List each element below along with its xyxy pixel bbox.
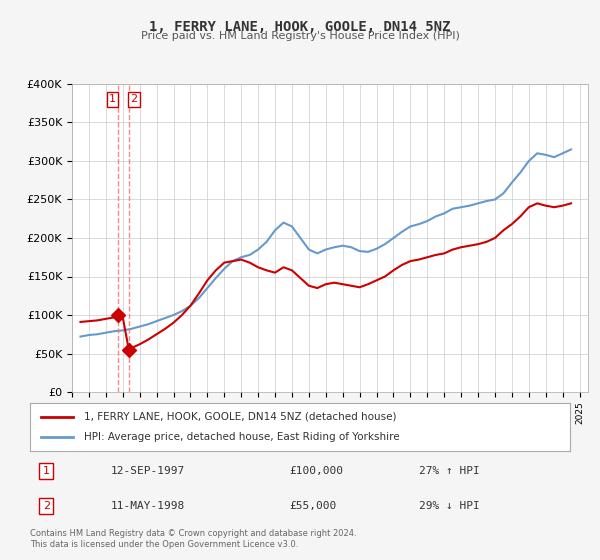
Text: 11-MAY-1998: 11-MAY-1998 xyxy=(111,501,185,511)
Text: Contains HM Land Registry data © Crown copyright and database right 2024.
This d: Contains HM Land Registry data © Crown c… xyxy=(30,529,356,549)
Text: Price paid vs. HM Land Registry's House Price Index (HPI): Price paid vs. HM Land Registry's House … xyxy=(140,31,460,41)
Text: 29% ↓ HPI: 29% ↓ HPI xyxy=(419,501,479,511)
Text: 27% ↑ HPI: 27% ↑ HPI xyxy=(419,466,479,476)
Point xyxy=(113,310,122,319)
Text: 1: 1 xyxy=(43,466,50,476)
Text: 2: 2 xyxy=(43,501,50,511)
Text: £100,000: £100,000 xyxy=(289,466,343,476)
Text: 1: 1 xyxy=(109,95,116,104)
Text: 12-SEP-1997: 12-SEP-1997 xyxy=(111,466,185,476)
Text: 1, FERRY LANE, HOOK, GOOLE, DN14 5NZ: 1, FERRY LANE, HOOK, GOOLE, DN14 5NZ xyxy=(149,20,451,34)
Point xyxy=(124,345,134,354)
Text: £55,000: £55,000 xyxy=(289,501,337,511)
Text: 2: 2 xyxy=(130,95,137,104)
Text: 1, FERRY LANE, HOOK, GOOLE, DN14 5NZ (detached house): 1, FERRY LANE, HOOK, GOOLE, DN14 5NZ (de… xyxy=(84,412,397,422)
Text: HPI: Average price, detached house, East Riding of Yorkshire: HPI: Average price, detached house, East… xyxy=(84,432,400,442)
